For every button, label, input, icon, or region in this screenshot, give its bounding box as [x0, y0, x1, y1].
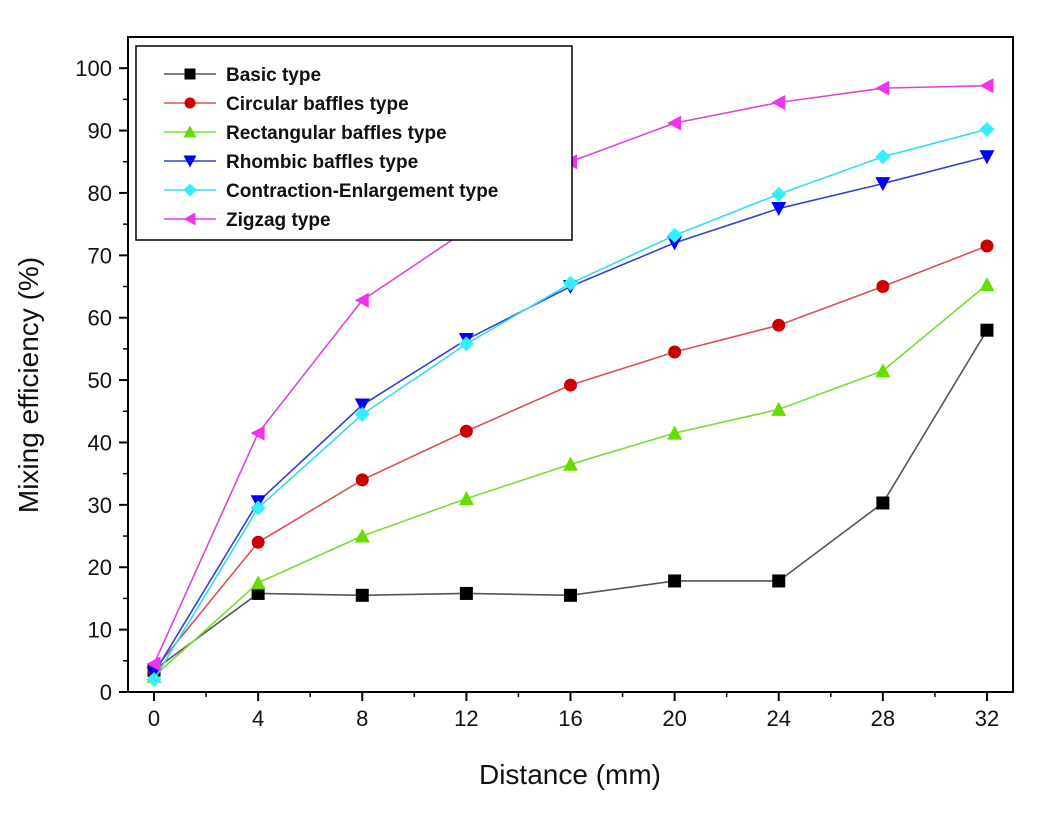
legend-marker: [183, 125, 197, 138]
legend-item: Basic type: [164, 65, 321, 86]
y-tick-label: 70: [88, 243, 112, 268]
data-point: [564, 378, 577, 392]
data-point: [979, 121, 995, 137]
y-tick-label: 20: [88, 555, 112, 580]
legend-item: Zigzag type: [164, 210, 331, 231]
x-tick-label: 32: [975, 706, 999, 731]
data-point: [250, 575, 266, 590]
y-tick-label: 80: [88, 181, 112, 206]
legend-box: [135, 45, 573, 241]
legend-item: Rhombic baffles type: [164, 152, 418, 173]
data-point: [771, 186, 787, 202]
series-5: [146, 121, 995, 688]
data-point: [667, 425, 683, 440]
legend-item: Contraction-Enlargement type: [164, 181, 498, 202]
data-point: [563, 456, 578, 471]
data-point: [980, 239, 994, 253]
y-tick-label: 100: [75, 56, 112, 81]
data-point: [355, 473, 369, 487]
y-tick-label: 60: [88, 306, 112, 331]
legend-item: Rectangular baffles type: [164, 123, 447, 144]
data-point: [251, 535, 265, 549]
y-tick-label: 10: [88, 618, 112, 643]
legend-label: Rectangular baffles type: [226, 123, 447, 144]
y-axis-title: Mixing efficiency (%): [13, 257, 44, 513]
legend-item: Circular baffles type: [164, 94, 409, 115]
data-point: [563, 275, 578, 291]
y-tick-label: 50: [88, 368, 112, 393]
data-point: [458, 336, 474, 352]
legend-label: Contraction-Enlargement type: [226, 181, 498, 202]
data-point: [875, 363, 891, 378]
legend: Basic type Circular baffles type Rectangul…: [135, 45, 573, 241]
x-axis-title: Distance (mm): [479, 759, 661, 790]
data-point: [875, 149, 891, 165]
legend-marker: [183, 212, 196, 226]
data-point: [667, 227, 683, 243]
data-point: [355, 588, 369, 602]
data-point: [772, 574, 786, 588]
data-point: [354, 292, 369, 308]
data-point: [459, 424, 473, 438]
data-point: [354, 406, 370, 422]
data-point: [979, 277, 995, 292]
data-point: [146, 656, 161, 672]
data-point: [771, 95, 786, 110]
data-point: [354, 398, 370, 413]
data-point: [876, 496, 890, 510]
x-tick-label: 16: [558, 706, 582, 731]
x-tick-label: 20: [662, 706, 686, 731]
data-point: [980, 323, 994, 337]
data-point: [875, 177, 891, 192]
series-line: [153, 284, 988, 677]
x-tick-label: 0: [148, 706, 160, 731]
legend-label: Circular baffles type: [226, 94, 409, 115]
legend-marker: [183, 155, 197, 168]
data-point: [668, 345, 682, 359]
data-point: [667, 115, 682, 131]
series-1: [147, 323, 994, 677]
data-point: [250, 425, 265, 441]
legend-marker: [184, 68, 196, 80]
data-point: [876, 280, 890, 294]
legend-marker: [183, 183, 197, 197]
data-point: [251, 586, 265, 600]
legend-label: Zigzag type: [226, 210, 331, 231]
axes-layer: 0 4 8 12 16 20 24 28 32 0 10 20 30 40 50 60 70 80 90 100: [75, 36, 1014, 731]
y-tick-label: 0: [100, 680, 112, 705]
data-point: [772, 318, 786, 332]
x-tick-label: 12: [454, 706, 478, 731]
data-point: [564, 588, 577, 602]
data-point: [875, 80, 890, 96]
x-tick-label: 4: [252, 706, 264, 731]
y-tick-label: 40: [88, 430, 112, 455]
y-tick-label: 30: [88, 493, 112, 518]
x-tick-label: 28: [871, 706, 895, 731]
data-point: [667, 236, 683, 251]
data-point: [979, 150, 995, 165]
legend-marker: [184, 97, 196, 109]
x-tick-label: 8: [356, 706, 368, 731]
series-layer: [146, 78, 995, 688]
legend-label: Rhombic baffles type: [226, 152, 418, 173]
data-point: [146, 672, 162, 688]
series-3: [146, 277, 995, 683]
y-tick-label: 90: [88, 119, 112, 144]
data-point: [668, 574, 682, 588]
data-point: [771, 401, 787, 416]
data-point: [771, 202, 787, 217]
data-point: [354, 528, 370, 543]
data-point: [979, 78, 994, 94]
data-point: [250, 500, 266, 516]
legend-label: Basic type: [226, 65, 321, 86]
data-point: [458, 491, 474, 506]
data-point: [459, 586, 473, 600]
x-tick-label: 24: [766, 706, 790, 731]
